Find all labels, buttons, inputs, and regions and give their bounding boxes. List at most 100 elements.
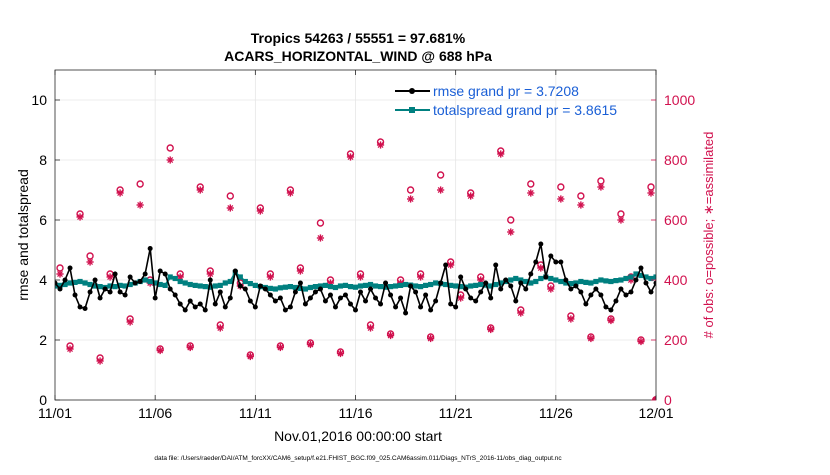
rmse-point [363,298,369,304]
assimilated-marker [356,273,365,281]
rmse-point [97,295,103,301]
rmse-point [478,289,484,295]
totalspread-point [658,273,663,278]
totalspread-point [448,282,454,288]
totalspread-point [488,283,494,289]
assimilated-marker-stroke [347,154,354,160]
assimilated-marker [617,216,625,224]
rmse-point [67,265,73,271]
x-tick-label-6: 12/01 [638,405,673,421]
assimilated-marker [246,352,254,361]
rmse-point [337,295,343,301]
assimilated-marker-stroke [638,338,644,345]
totalspread-point [413,283,419,289]
rmse-point [498,286,504,292]
rmse-point [57,286,63,292]
final-obs-marker [652,396,656,400]
totalspread-point [55,283,58,289]
rmse-point [578,289,584,295]
rmse-point [62,277,68,283]
assimilated-marker-stroke [567,316,574,322]
rmse-point [82,306,88,311]
totalspread-point [423,282,429,288]
rmse-point [423,292,429,298]
totalspread-point [583,279,589,285]
assimilated-marker-stroke [267,274,274,280]
rmse-point [212,301,218,307]
rmse-point [749,281,754,286]
rmse-point [368,286,374,292]
rmse-point [182,307,188,313]
totalspread-point [433,280,439,286]
totalspread-point [804,274,809,279]
assimilated-marker [96,357,104,365]
rmse-point [463,286,469,292]
rmse-point [819,281,824,286]
rmse-point [573,283,579,289]
assimilated-marker-stroke [197,187,204,193]
assimilated-marker-stroke [648,190,654,196]
totalspread-point [392,283,399,289]
rmse-point [583,301,589,307]
rmse-point [648,289,654,295]
totalspread-point [67,280,73,286]
totalspread-point [307,284,314,291]
rmse-point [77,304,83,310]
totalspread-point [112,284,118,290]
totalspread-point [759,265,764,270]
possible-marker [557,183,565,191]
rmse-point [608,307,614,313]
assimilated-marker [487,325,495,334]
y-left-tick-label-1: 2 [39,332,47,348]
totalspread-point [744,270,749,275]
totalspread-point [693,274,698,279]
totalspread-point [814,274,819,279]
totalspread-point [297,285,304,291]
y-right-tick-label-2: 400 [664,272,688,288]
totalspread-point [352,284,359,290]
assimilated-marker [266,273,274,281]
totalspread-point [754,267,759,272]
assimilated-marker [126,318,134,326]
totalspread-point [347,284,354,290]
rmse-point [353,307,358,313]
assimilated-marker-stroke [457,295,464,301]
rmse-point [794,269,799,274]
assimilated-marker-stroke [247,353,254,360]
totalspread-point [152,280,158,286]
totalspread-point [513,275,519,282]
totalspread-point [789,274,794,279]
rmse-point [448,301,454,307]
assimilated-marker [587,334,595,343]
totalspread-point [553,277,559,283]
assimilated-marker [637,337,645,346]
totalspread-point [252,282,258,288]
chart-title-line2: ACARS_HORIZONTAL_WIND @ 688 hPa [224,48,492,64]
assimilated-marker [136,201,144,209]
assimilated-marker-stroke [217,325,224,331]
gridlines [55,70,656,400]
rmse-point [814,278,819,283]
rmse-point [152,295,158,301]
rmse-point [518,280,524,286]
totalspread-point [523,278,529,285]
totalspread-point [217,282,223,288]
y-left-tick-label-3: 6 [39,212,47,228]
totalspread-point [122,283,128,289]
totalspread-point [267,285,273,291]
totalspread-point [127,281,133,288]
totalspread-point [558,278,564,285]
possible-marker [226,192,234,200]
totalspread-point [734,273,739,278]
totalspread-point [653,274,656,280]
totalspread-point [603,278,609,284]
rmse-point [393,304,399,310]
y-right-tick-label-1: 200 [664,332,688,348]
totalspread-point [473,282,479,288]
rmse-point [528,271,534,277]
assimilated-marker [417,273,425,281]
rmse-point [207,277,213,283]
totalspread-point [197,283,203,289]
totalspread-point [317,283,324,289]
error-series [55,241,824,316]
